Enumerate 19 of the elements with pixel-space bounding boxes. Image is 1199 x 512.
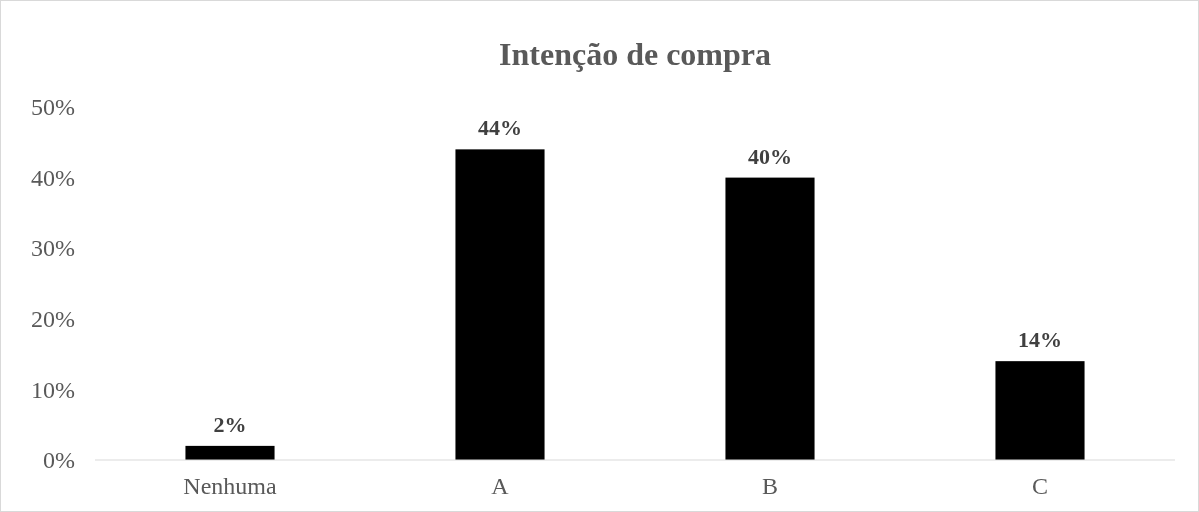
x-tick-label: Nenhuma [183, 473, 277, 500]
chart-title: Intenção de compra [499, 36, 771, 72]
x-tick-label: C [1031, 473, 1049, 500]
data-label: 2% [213, 411, 247, 437]
bar [995, 361, 1085, 460]
bar [455, 149, 545, 460]
y-tick-label: 50% [31, 94, 75, 121]
y-tick-label: 30% [31, 235, 75, 262]
data-label: 14% [1018, 327, 1062, 353]
data-label: 44% [478, 115, 522, 141]
x-tick-label: B [761, 473, 779, 500]
x-tick-label: A [491, 473, 510, 500]
y-tick-label: 0% [43, 447, 75, 474]
y-tick-label: 20% [31, 305, 75, 332]
bar [725, 177, 815, 460]
y-tick-label: 40% [31, 164, 75, 191]
bar [185, 445, 275, 460]
data-label: 40% [748, 143, 792, 169]
y-tick-label: 10% [31, 376, 75, 403]
